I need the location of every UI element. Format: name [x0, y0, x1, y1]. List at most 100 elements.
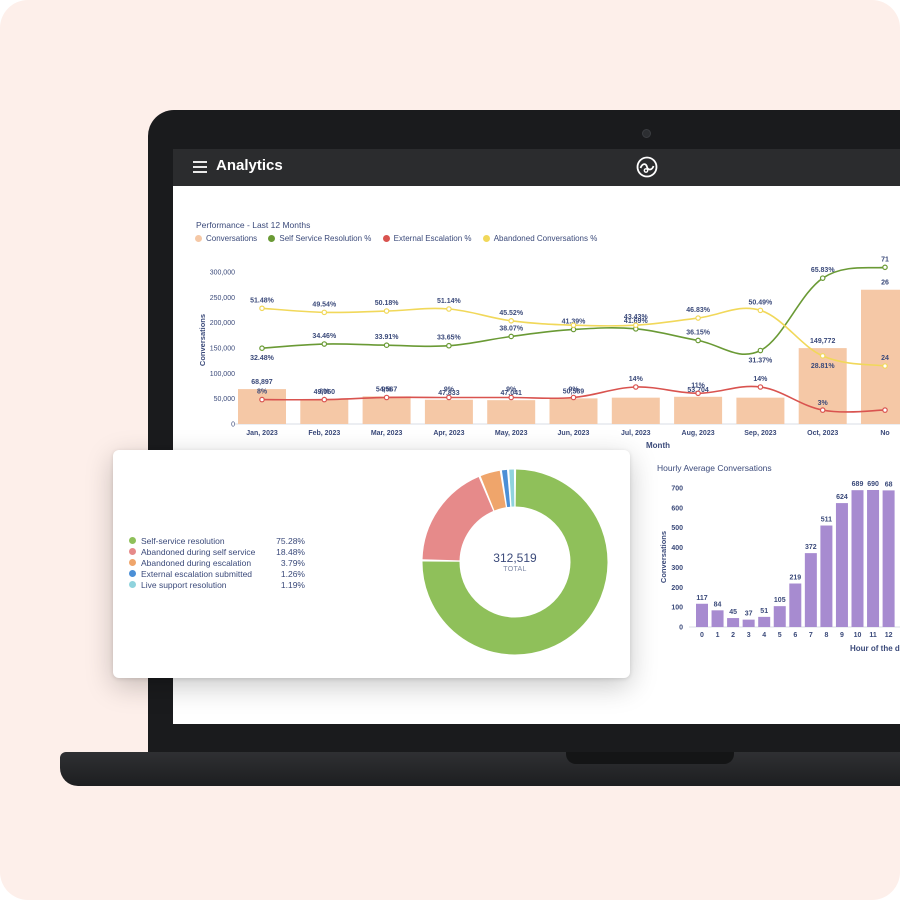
bar-data-label: 105 [774, 597, 786, 604]
x-tick-label: 10 [854, 632, 862, 639]
line-point [819, 275, 826, 281]
app-screen: Analytics Performance - Last 12 Months C… [173, 149, 900, 724]
line-data-label: 50.18% [375, 300, 400, 307]
y-tick-label: 50,000 [214, 396, 236, 403]
legend-item-self-service[interactable]: Self Service Resolution % [268, 234, 371, 243]
donut-legend-item[interactable]: Abandoned during escalation 3.79% [129, 558, 305, 569]
x-tick-label: 6 [793, 632, 797, 639]
performance-legend: Conversations Self Service Resolution % … [195, 234, 606, 243]
bar-data-label: 47,833 [438, 390, 460, 397]
bar-conversations [861, 289, 900, 424]
legend-dot [129, 548, 136, 555]
line-self-service-resolution- [261, 266, 886, 356]
line-data-label: 71 [881, 256, 889, 263]
legend-dot [129, 537, 136, 544]
x-tick-label: 7 [809, 632, 813, 639]
bar-conversations [736, 397, 785, 424]
x-tick-label: 9 [840, 632, 844, 639]
bar-data-label: 68 [885, 481, 893, 488]
legend-label: Abandoned during escalation [141, 558, 252, 568]
legend-dot [129, 570, 136, 577]
y-tick-label: 150,000 [210, 346, 235, 353]
bar-hourly [727, 618, 740, 627]
line-point [757, 384, 764, 390]
line-data-label: 3% [818, 400, 829, 407]
performance-chart-title: Performance - Last 12 Months [196, 220, 311, 230]
y-tick-label: 250,000 [210, 295, 235, 302]
x-tick-label: Sep, 2023 [744, 430, 776, 437]
y-axis-label: Conversations [659, 531, 668, 583]
line-point [446, 342, 452, 349]
legend-value: 3.79% [280, 558, 305, 568]
performance-chart: 0 50,000 100,000 150,000 200,000 250,000 300,0… [198, 256, 900, 450]
x-tick-label: Mar, 2023 [371, 430, 403, 437]
bar-conversations [424, 399, 473, 424]
bar-data-label: 149,772 [810, 338, 835, 345]
line-data-label: 51.48% [250, 297, 275, 304]
line-data-label: 31.37% [749, 358, 774, 365]
line-data-label: 14% [629, 376, 644, 383]
bar-data-label: 624 [836, 494, 848, 501]
line-point [819, 407, 826, 413]
line-point [508, 318, 515, 324]
line-point [383, 308, 390, 314]
donut-total-value: 312,519 [493, 551, 537, 565]
donut-slice [480, 470, 507, 511]
bar-data-label: 53,704 [687, 387, 709, 394]
x-tick-label: Apr, 2023 [433, 430, 464, 437]
donut-legend-item[interactable]: Abandoned during self service 18.48% [129, 547, 305, 558]
legend-value: 18.48% [276, 547, 305, 557]
line-point [508, 333, 515, 340]
bar-data-label: 689 [852, 481, 864, 488]
line-point [695, 390, 701, 397]
y-tick-label: 300,000 [210, 270, 235, 277]
y-tick-label: 400 [671, 545, 683, 552]
hamburger-menu-icon[interactable] [193, 161, 207, 173]
legend-dot [482, 235, 490, 242]
line-point [570, 322, 577, 328]
bar-hourly [867, 489, 880, 627]
x-tick-label: 5 [778, 632, 782, 639]
line-point [570, 394, 577, 401]
legend-label: External escalation submitted [141, 569, 253, 579]
x-tick-label: 8 [824, 632, 828, 639]
line-data-label: 32.48% [250, 355, 275, 362]
line-data-label: 36.15% [686, 329, 711, 336]
legend-dot [195, 235, 202, 242]
bar-conversations [549, 398, 598, 424]
line-data-label: 9% [382, 387, 393, 394]
bar-hourly [711, 610, 724, 627]
y-tick-label: 200,000 [210, 320, 235, 327]
bar-conversations [487, 400, 536, 424]
donut-total-label: TOTAL [503, 566, 527, 573]
legend-item-external-escalation[interactable]: External Escalation % [382, 234, 471, 243]
y-tick-label: 200 [671, 585, 683, 592]
x-tick-label: 0 [700, 632, 704, 639]
legend-value: 1.26% [280, 569, 305, 579]
legend-dot [382, 235, 390, 242]
legend-label: Abandoned Conversations % [493, 234, 598, 243]
y-tick-label: 300 [671, 565, 683, 572]
donut-legend-item[interactable]: External escalation submitted 1.26% [129, 569, 305, 580]
line-data-label: 50.49% [749, 299, 774, 306]
line-point [757, 347, 764, 354]
donut-legend: Self-service resolution 75.28% Abandoned … [129, 536, 305, 591]
line-point [383, 394, 390, 401]
y-tick-label: 600 [671, 505, 683, 512]
donut-slice [422, 469, 608, 655]
bar-hourly [773, 606, 786, 627]
line-data-label: 9% [568, 387, 579, 394]
donut-card: Self-service resolution 75.28% Abandoned … [113, 450, 630, 678]
legend-item-conversations[interactable]: Conversations [195, 234, 257, 243]
line-point [882, 407, 888, 413]
legend-dot [129, 559, 136, 566]
line-point [321, 309, 328, 316]
y-tick-label: 500 [671, 525, 683, 532]
donut-legend-item[interactable]: Self-service resolution 75.28% [129, 536, 305, 547]
donut-legend-item[interactable]: Live support resolution 1.19% [129, 580, 305, 591]
line-data-label: 46.83% [686, 307, 711, 314]
legend-item-abandoned[interactable]: Abandoned Conversations % [482, 234, 598, 243]
camera-icon [642, 129, 651, 138]
line-point [632, 384, 639, 390]
y-tick-label: 100,000 [210, 371, 235, 378]
